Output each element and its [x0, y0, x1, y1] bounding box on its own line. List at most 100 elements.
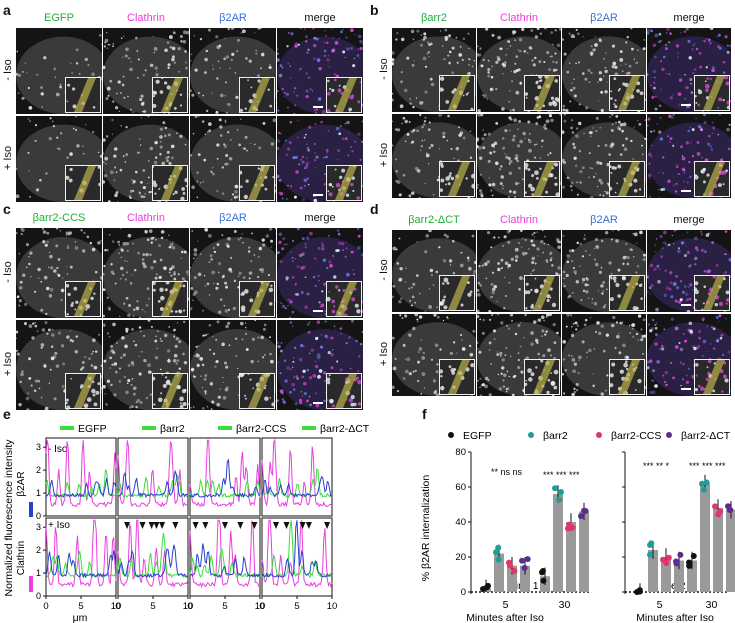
scale-bar — [681, 304, 691, 306]
f-datapoint — [578, 513, 585, 520]
f-datapoint — [484, 582, 491, 589]
f-bar-βarr2-CCS — [661, 557, 671, 592]
panel-e-xlabel: μm — [73, 612, 88, 623]
panel-a-header-3: merge — [304, 12, 336, 24]
e-arrowhead — [273, 522, 279, 529]
e-profile-line — [117, 440, 189, 508]
panel-c-rowlabel-0: - Iso — [2, 261, 14, 283]
legend-egfp: EGFP — [78, 423, 107, 435]
f-datapoint — [540, 577, 547, 584]
scale-bar — [313, 310, 323, 312]
f-sig-line2-5: *** ** * — [643, 461, 670, 471]
f-datapoint — [495, 556, 502, 563]
e-profile-line — [45, 440, 117, 508]
panel-b-header-1: Clathrin — [500, 12, 538, 24]
panel-f-xlabel-1: Minutes after Iso — [466, 612, 544, 623]
panel-f-ylabel: % β2AR internalization — [420, 475, 432, 582]
e-arrowhead — [148, 522, 155, 529]
panel-a-header-1: Clathrin — [127, 12, 165, 24]
f-datapoint — [507, 562, 514, 569]
e-profile-line — [45, 550, 117, 579]
panel-d-header-0: βarr2-ΔCT — [408, 214, 460, 226]
e-profile-line — [45, 519, 117, 588]
f-datapoint — [495, 544, 502, 551]
e-profile-line — [45, 550, 117, 578]
f-legend-egfp: EGFP — [463, 430, 492, 442]
f-bar-βarr2-CCS — [507, 565, 517, 592]
f-legend-barr2: βarr2 — [543, 430, 568, 442]
panel-f-legend: EGFP βarr2 βarr2-CCS βarr2-ΔCT — [448, 430, 731, 442]
panel-a-rowlabel-1: + Iso — [2, 145, 14, 171]
inset-zoom — [439, 359, 475, 395]
inset-zoom — [524, 161, 560, 197]
inset-zoom — [609, 359, 645, 395]
inset-zoom — [65, 373, 101, 409]
e-xtick: 5 — [294, 601, 299, 612]
panel-b-image-r0-c3 — [647, 28, 731, 112]
panel-f-label: f — [422, 406, 427, 422]
f-datapoint — [699, 480, 706, 487]
f-ytick: 80 — [455, 447, 466, 458]
f-bar-βarr2-ΔCT — [520, 565, 530, 592]
f-datapoint — [552, 485, 559, 492]
inset-zoom — [326, 165, 362, 201]
panel-a-image-r0-c0 — [16, 28, 102, 114]
f-datapoint — [717, 508, 724, 515]
panel-c-image-r0-c1 — [103, 228, 189, 318]
e-xtick: 10 — [255, 601, 266, 612]
panel-c-header-2: β2AR — [219, 212, 247, 224]
inset-zoom — [439, 275, 475, 311]
f-bar-βarr2-ΔCT — [726, 509, 735, 592]
panel-c-image-r1-c1 — [103, 320, 189, 410]
scale-bar — [681, 388, 691, 390]
panel-d-label: d — [370, 201, 379, 217]
panel-e-channel-b2ar: β2AR — [16, 471, 27, 496]
f-datapoint — [647, 551, 654, 558]
panel-c-header-3: merge — [304, 212, 336, 224]
f-ytick: 20 — [455, 552, 466, 563]
panel-a-image-r1-c2 — [190, 116, 276, 202]
f-sig-line2-30: *** — [689, 461, 700, 471]
e-plot-frame — [117, 437, 189, 517]
inset-zoom — [152, 77, 188, 113]
f-category-label: 30 — [559, 599, 571, 611]
panel-b-image-r1-c0 — [392, 114, 476, 198]
e-profile-line — [189, 439, 261, 508]
panel-e-channel-clathrin: Clathrin — [16, 541, 27, 575]
f-bar-βarr2-CCS — [713, 508, 723, 592]
panel-a-image-r0-c1 — [103, 28, 189, 114]
f-category-label: 5 — [657, 599, 663, 611]
e-arrowhead — [324, 522, 331, 529]
panel-e-row-plus: + Iso — [48, 520, 70, 531]
f-datapoint — [665, 554, 672, 561]
f-bar-βarr2 — [648, 550, 658, 592]
e-profile-line — [189, 519, 261, 589]
f-category-label: 5 — [503, 599, 509, 611]
legend-barr2-ccs: βarr2-CCS — [236, 423, 286, 435]
panel-b-header-3: merge — [673, 12, 705, 24]
f-datapoint — [521, 564, 528, 571]
f-sig-line1-5: ** ns ns — [491, 467, 523, 477]
e-ytick: 2 — [36, 545, 41, 555]
panel-e-row-minus: - Iso — [48, 444, 68, 455]
panel-b-rowlabel-0: - Iso — [378, 58, 390, 80]
e-profile-line — [261, 438, 333, 508]
f-datapoint — [519, 557, 526, 564]
f-datapoint — [712, 503, 719, 510]
f-sig-line2-30: *** — [715, 461, 726, 471]
panel-b-image-r0-c1 — [477, 28, 561, 112]
panel-c-image-r0-c3 — [277, 228, 363, 318]
inset-zoom — [65, 281, 101, 317]
panel-d-header-2: β2AR — [590, 214, 618, 226]
legend-barr2-dct: βarr2-ΔCT — [320, 423, 370, 435]
panel-c-image-r0-c0 — [16, 228, 102, 318]
f-datapoint — [677, 551, 684, 558]
inset-zoom — [152, 373, 188, 409]
inset-zoom — [326, 281, 362, 317]
inset-zoom — [694, 359, 730, 395]
panel-b-header-2: β2AR — [590, 12, 618, 24]
e-arrowhead — [192, 522, 199, 529]
inset-zoom — [326, 77, 362, 113]
e-arrowhead — [124, 522, 131, 529]
panel-c-image-r1-c2 — [190, 320, 276, 410]
